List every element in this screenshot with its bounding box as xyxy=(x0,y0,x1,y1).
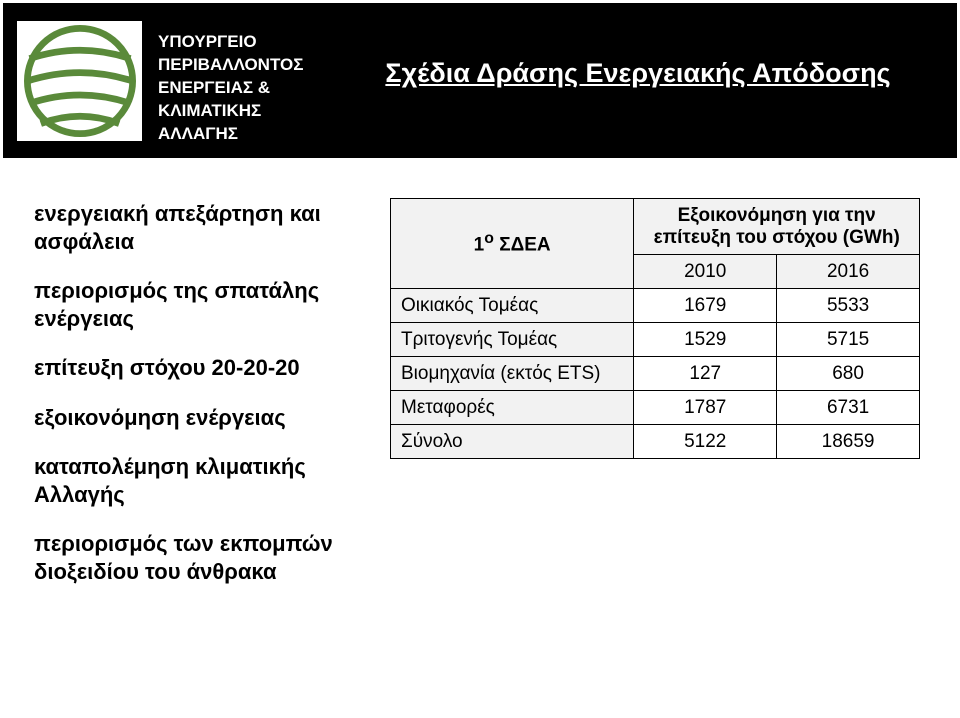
table-row: Σύνολο 5122 18659 xyxy=(391,425,920,459)
savings-table: 1ο ΣΔΕΑ Εξοικονόμηση για την επίτευξη το… xyxy=(390,198,920,459)
table-row: Μεταφορές 1787 6731 xyxy=(391,391,920,425)
header-bar: ΥΠΟΥΡΓΕΙΟ ΠΕΡΙΒΑΛΛΟΝΤΟΣ ΕΝΕΡΓΕΙΑΣ & ΚΛΙΜ… xyxy=(3,3,957,158)
row-label: Βιομηχανία (εκτός ETS) xyxy=(391,357,634,391)
bullet-item: εξοικονόμηση ενέργειας xyxy=(34,404,359,432)
year-col: 2010 xyxy=(634,255,777,289)
ministry-name: ΥΠΟΥΡΓΕΙΟ ΠΕΡΙΒΑΛΛΟΝΤΟΣ ΕΝΕΡΓΕΙΑΣ & ΚΛΙΜ… xyxy=(158,31,303,146)
row-label: Τριτογενής Τομέας xyxy=(391,323,634,357)
globe-stripes-icon xyxy=(24,25,136,137)
ministry-line: ΚΛΙΜΑΤΙΚΗΣ xyxy=(158,100,303,123)
row-val-2010: 5122 xyxy=(634,425,777,459)
table-header-right: Εξοικονόμηση για την επίτευξη του στόχου… xyxy=(634,199,920,255)
row-val-2010: 127 xyxy=(634,357,777,391)
row-val-2016: 6731 xyxy=(777,391,920,425)
header-left-sup: ο xyxy=(484,230,494,247)
table-row: Βιομηχανία (εκτός ETS) 127 680 xyxy=(391,357,920,391)
header-left-prefix: 1 xyxy=(474,235,485,256)
bullet-item: καταπολέμηση κλιματικής Αλλαγής xyxy=(34,453,359,508)
row-val-2016: 5715 xyxy=(777,323,920,357)
row-val-2010: 1787 xyxy=(634,391,777,425)
table-header-left: 1ο ΣΔΕΑ xyxy=(391,199,634,289)
table-row: Τριτογενής Τομέας 1529 5715 xyxy=(391,323,920,357)
bullet-item: περιορισμός των εκπομπών διοξειδίου του … xyxy=(34,530,359,585)
row-val-2016: 5533 xyxy=(777,289,920,323)
header-left-rest: ΣΔΕΑ xyxy=(494,235,551,256)
ministry-logo xyxy=(17,21,142,141)
year-col: 2016 xyxy=(777,255,920,289)
bullet-item: επίτευξη στόχου 20-20-20 xyxy=(34,354,359,382)
table: 1ο ΣΔΕΑ Εξοικονόμηση για την επίτευξη το… xyxy=(390,198,920,459)
ministry-line: ΠΕΡΙΒΑΛΛΟΝΤΟΣ xyxy=(158,54,303,77)
bullet-item: περιορισμός της σπατάλης ενέργειας xyxy=(34,277,359,332)
ministry-line: ΕΝΕΡΓΕΙΑΣ & xyxy=(158,77,303,100)
row-val-2010: 1679 xyxy=(634,289,777,323)
row-val-2016: 18659 xyxy=(777,425,920,459)
ministry-line: ΥΠΟΥΡΓΕΙΟ xyxy=(158,31,303,54)
slide-title: Σχέδια Δράσης Ενεργειακής Απόδοσης xyxy=(343,58,933,89)
table-header-row: 1ο ΣΔΕΑ Εξοικονόμηση για την επίτευξη το… xyxy=(391,199,920,255)
bullet-list: ενεργειακή απεξάρτηση και ασφάλεια περιο… xyxy=(34,200,359,607)
row-label: Οικιακός Τομέας xyxy=(391,289,634,323)
slide: ΥΠΟΥΡΓΕΙΟ ΠΕΡΙΒΑΛΛΟΝΤΟΣ ΕΝΕΡΓΕΙΑΣ & ΚΛΙΜ… xyxy=(0,0,960,718)
row-label: Σύνολο xyxy=(391,425,634,459)
row-val-2016: 680 xyxy=(777,357,920,391)
table-row: Οικιακός Τομέας 1679 5533 xyxy=(391,289,920,323)
bullet-item: ενεργειακή απεξάρτηση και ασφάλεια xyxy=(34,200,359,255)
row-label: Μεταφορές xyxy=(391,391,634,425)
row-val-2010: 1529 xyxy=(634,323,777,357)
ministry-line: ΑΛΛΑΓΗΣ xyxy=(158,123,303,146)
